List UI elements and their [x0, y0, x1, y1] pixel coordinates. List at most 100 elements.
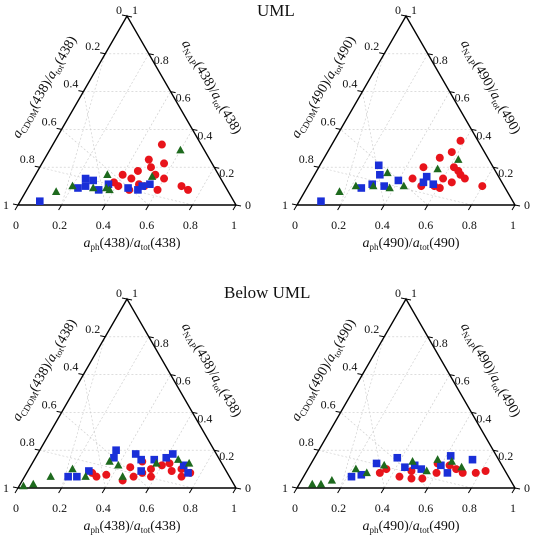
tick-mark	[188, 487, 193, 494]
ticks: 0 0.20.80.20.40.60.40.60.40.60.80.20.811 0…	[282, 3, 530, 232]
tick-label-right: 0.6	[455, 91, 470, 105]
data-point-circle	[456, 136, 465, 145]
corner-label-top-left: 0	[116, 286, 122, 300]
data-point-square	[112, 446, 120, 454]
data-point-triangle	[327, 475, 337, 484]
tick-mark	[379, 335, 385, 338]
tick-mark	[14, 487, 19, 494]
data-point-circle	[435, 153, 444, 162]
data-point-circle	[129, 472, 138, 481]
data-point-square	[81, 174, 90, 183]
grid-line	[83, 91, 106, 206]
tick-label-bottom: 0.2	[52, 501, 67, 515]
tick-label-bottom: 1	[231, 218, 237, 232]
data-point-square	[110, 453, 118, 462]
data-point-square	[179, 461, 188, 470]
tick-label-left: 0.2	[85, 39, 100, 53]
data-point-triangle	[184, 458, 194, 467]
tick-mark	[493, 449, 499, 452]
data-markers	[308, 452, 490, 488]
data-point-square	[137, 455, 145, 464]
corner-label-top-right: 1	[132, 3, 138, 17]
data-point-square	[468, 455, 477, 464]
axis-label: aNAP(490)/atot(490)	[456, 321, 523, 421]
tick-label-bottom: 0.6	[418, 501, 433, 515]
grid-line	[340, 412, 428, 489]
data-point-circle	[439, 174, 448, 183]
tick-mark	[380, 204, 385, 211]
data-point-circle	[478, 182, 487, 191]
tick-mark	[379, 52, 385, 55]
corner-label-left: 1	[3, 198, 9, 212]
corner-label-top-right: 1	[411, 3, 417, 17]
tick-label-left: 0.4	[63, 77, 78, 91]
tick-label-bottom: 0.8	[183, 218, 198, 232]
data-point-circle	[407, 474, 416, 483]
data-point-square	[357, 184, 366, 192]
data-point-circle	[418, 474, 427, 483]
data-point-triangle	[380, 460, 389, 469]
data-point-triangle	[114, 460, 123, 469]
grid-line	[61, 412, 149, 489]
ternary-panel-uml-438: 0 0.20.80.20.40.60.40.60.40.60.80.20.811 0…	[3, 3, 251, 252]
data-point-triangle	[105, 457, 114, 465]
data-point-square	[422, 172, 431, 181]
tick-mark	[313, 448, 319, 451]
tick-label-right: 0.6	[455, 374, 470, 388]
ternary-frame	[295, 297, 517, 489]
tick-mark	[100, 335, 106, 338]
data-point-square	[376, 170, 384, 179]
tick-label-bottom: 1	[510, 218, 516, 232]
grid	[318, 53, 494, 206]
tick-mark	[514, 487, 521, 490]
data-point-triangle	[103, 170, 112, 178]
data-point-square	[410, 461, 419, 470]
data-point-circle	[452, 465, 461, 474]
ternary-frame	[16, 297, 238, 489]
data-point-circle	[157, 140, 166, 149]
grid-line	[192, 450, 215, 489]
corner-label-top-left: 0	[116, 3, 122, 17]
data-point-circle	[146, 163, 155, 172]
data-point-square	[374, 161, 383, 170]
data-markers	[19, 446, 195, 490]
ternary-panel-below-490: 0 0.20.80.20.40.60.40.60.40.60.80.20.811 0…	[282, 286, 530, 535]
data-point-square	[89, 176, 98, 185]
data-point-square	[137, 467, 145, 475]
axis-label: aph(438)/atot(438)	[83, 519, 180, 535]
tick-mark	[12, 203, 19, 206]
data-point-square	[85, 467, 93, 475]
corner-label-right: 0	[245, 198, 251, 212]
data-point-triangle	[19, 481, 28, 490]
data-point-triangle	[316, 479, 326, 488]
tick-mark	[232, 487, 237, 494]
tick-mark	[148, 336, 154, 339]
data-point-circle	[419, 163, 428, 172]
section-title-below-uml: Below UML	[224, 283, 311, 302]
tick-mark	[232, 204, 237, 211]
data-point-square	[162, 453, 171, 462]
tick-label-bottom: 0.2	[331, 218, 346, 232]
tick-mark	[424, 487, 429, 494]
data-point-triangle	[433, 164, 442, 173]
axis-label: aNAP(490)/atot(490)	[456, 38, 523, 138]
data-point-triangle	[105, 185, 114, 194]
axis-label: aNAP(438)/atot(438)	[177, 38, 244, 138]
grid-line	[362, 91, 385, 206]
axis-label: aNAP(438)/atot(438)	[177, 321, 244, 421]
tick-label-left: 0.2	[85, 322, 100, 336]
data-point-triangle	[351, 181, 361, 190]
data-point-triangle	[335, 187, 344, 195]
data-point-square	[36, 197, 44, 206]
tick-label-bottom: 0.6	[418, 218, 433, 232]
tick-label-left: 0.8	[20, 152, 35, 166]
data-point-triangle	[383, 168, 392, 177]
tick-mark	[449, 91, 455, 94]
tick-label-bottom: 0.4	[96, 218, 111, 232]
tick-label-left: 0.4	[342, 77, 357, 91]
data-point-square	[184, 469, 192, 477]
data-point-triangle	[308, 479, 317, 488]
data-point-triangle	[81, 472, 90, 480]
data-point-triangle	[176, 145, 185, 154]
data-point-circle	[144, 155, 153, 164]
